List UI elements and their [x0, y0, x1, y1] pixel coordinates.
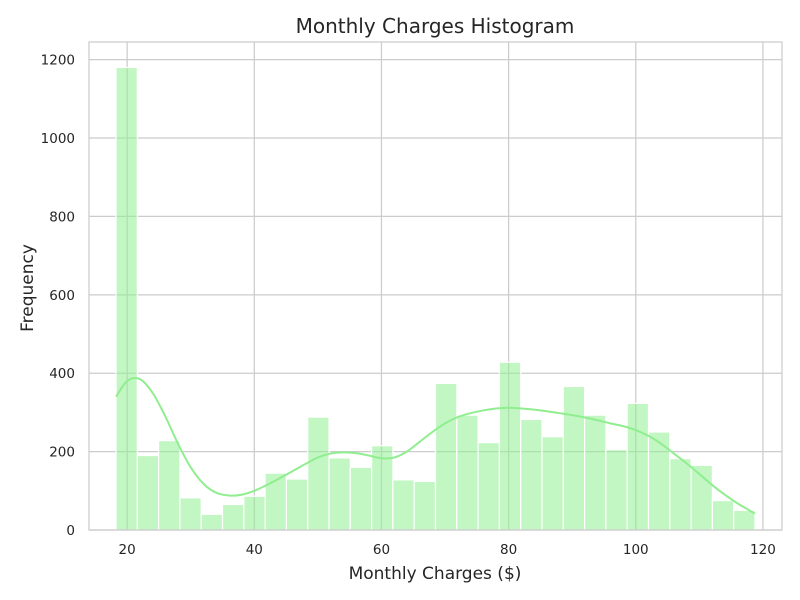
histogram-bar [626, 402, 650, 531]
histogram-bar [179, 497, 202, 531]
histogram-bar [243, 495, 266, 531]
histogram-bar [520, 418, 543, 531]
histogram-bar [562, 385, 586, 531]
histogram-bar [349, 466, 373, 531]
histogram-bar [115, 66, 138, 531]
histogram-bar [733, 509, 756, 531]
histogram-bar [328, 457, 351, 531]
histogram-bar [264, 472, 288, 531]
histogram-bar [711, 500, 735, 531]
y-tick-labels: 0 200 400 600 800 1000 1200 [41, 53, 75, 539]
histogram-bar [456, 414, 479, 531]
kde-curve-layer [115, 377, 756, 515]
y-tick-label: 1200 [41, 53, 75, 69]
x-tick-label: 20 [119, 542, 136, 558]
grid-lines [89, 42, 782, 531]
x-tick-label: 100 [623, 542, 649, 558]
histogram-bar [285, 478, 309, 531]
y-tick-label: 400 [49, 366, 75, 382]
histogram-bar [583, 414, 607, 531]
histogram-bar [392, 479, 415, 531]
histogram-bar [498, 361, 522, 531]
y-tick-label: 1000 [41, 131, 75, 147]
y-tick-label: 600 [49, 288, 75, 304]
x-tick-label: 120 [750, 542, 776, 558]
x-tick-labels: 20 40 60 80 100 120 [119, 542, 776, 558]
x-tick-label: 60 [373, 542, 390, 558]
histogram-bar [605, 449, 628, 531]
y-tick-label: 0 [66, 523, 75, 539]
histogram-bar [434, 382, 458, 531]
plot-frame [88, 41, 783, 531]
y-tick-label: 800 [49, 209, 75, 225]
histogram-bar [221, 503, 245, 531]
x-tick-label: 80 [500, 542, 517, 558]
y-tick-label: 200 [49, 445, 75, 461]
histogram-bar [158, 440, 181, 531]
histogram-bar [413, 480, 437, 531]
histogram-bar [200, 513, 224, 531]
kde-curve [115, 377, 756, 515]
histogram-bar [136, 454, 160, 531]
x-axis-label: Monthly Charges ($) [349, 564, 522, 584]
y-axis-label: Frequency [18, 244, 38, 332]
histogram-bars [115, 66, 756, 531]
histogram-bar [669, 458, 692, 531]
histogram-bar [477, 441, 500, 531]
x-tick-label: 40 [246, 542, 263, 558]
histogram-bar [541, 436, 564, 531]
histogram-bar [307, 416, 330, 531]
chart-title: Monthly Charges Histogram [296, 14, 575, 38]
